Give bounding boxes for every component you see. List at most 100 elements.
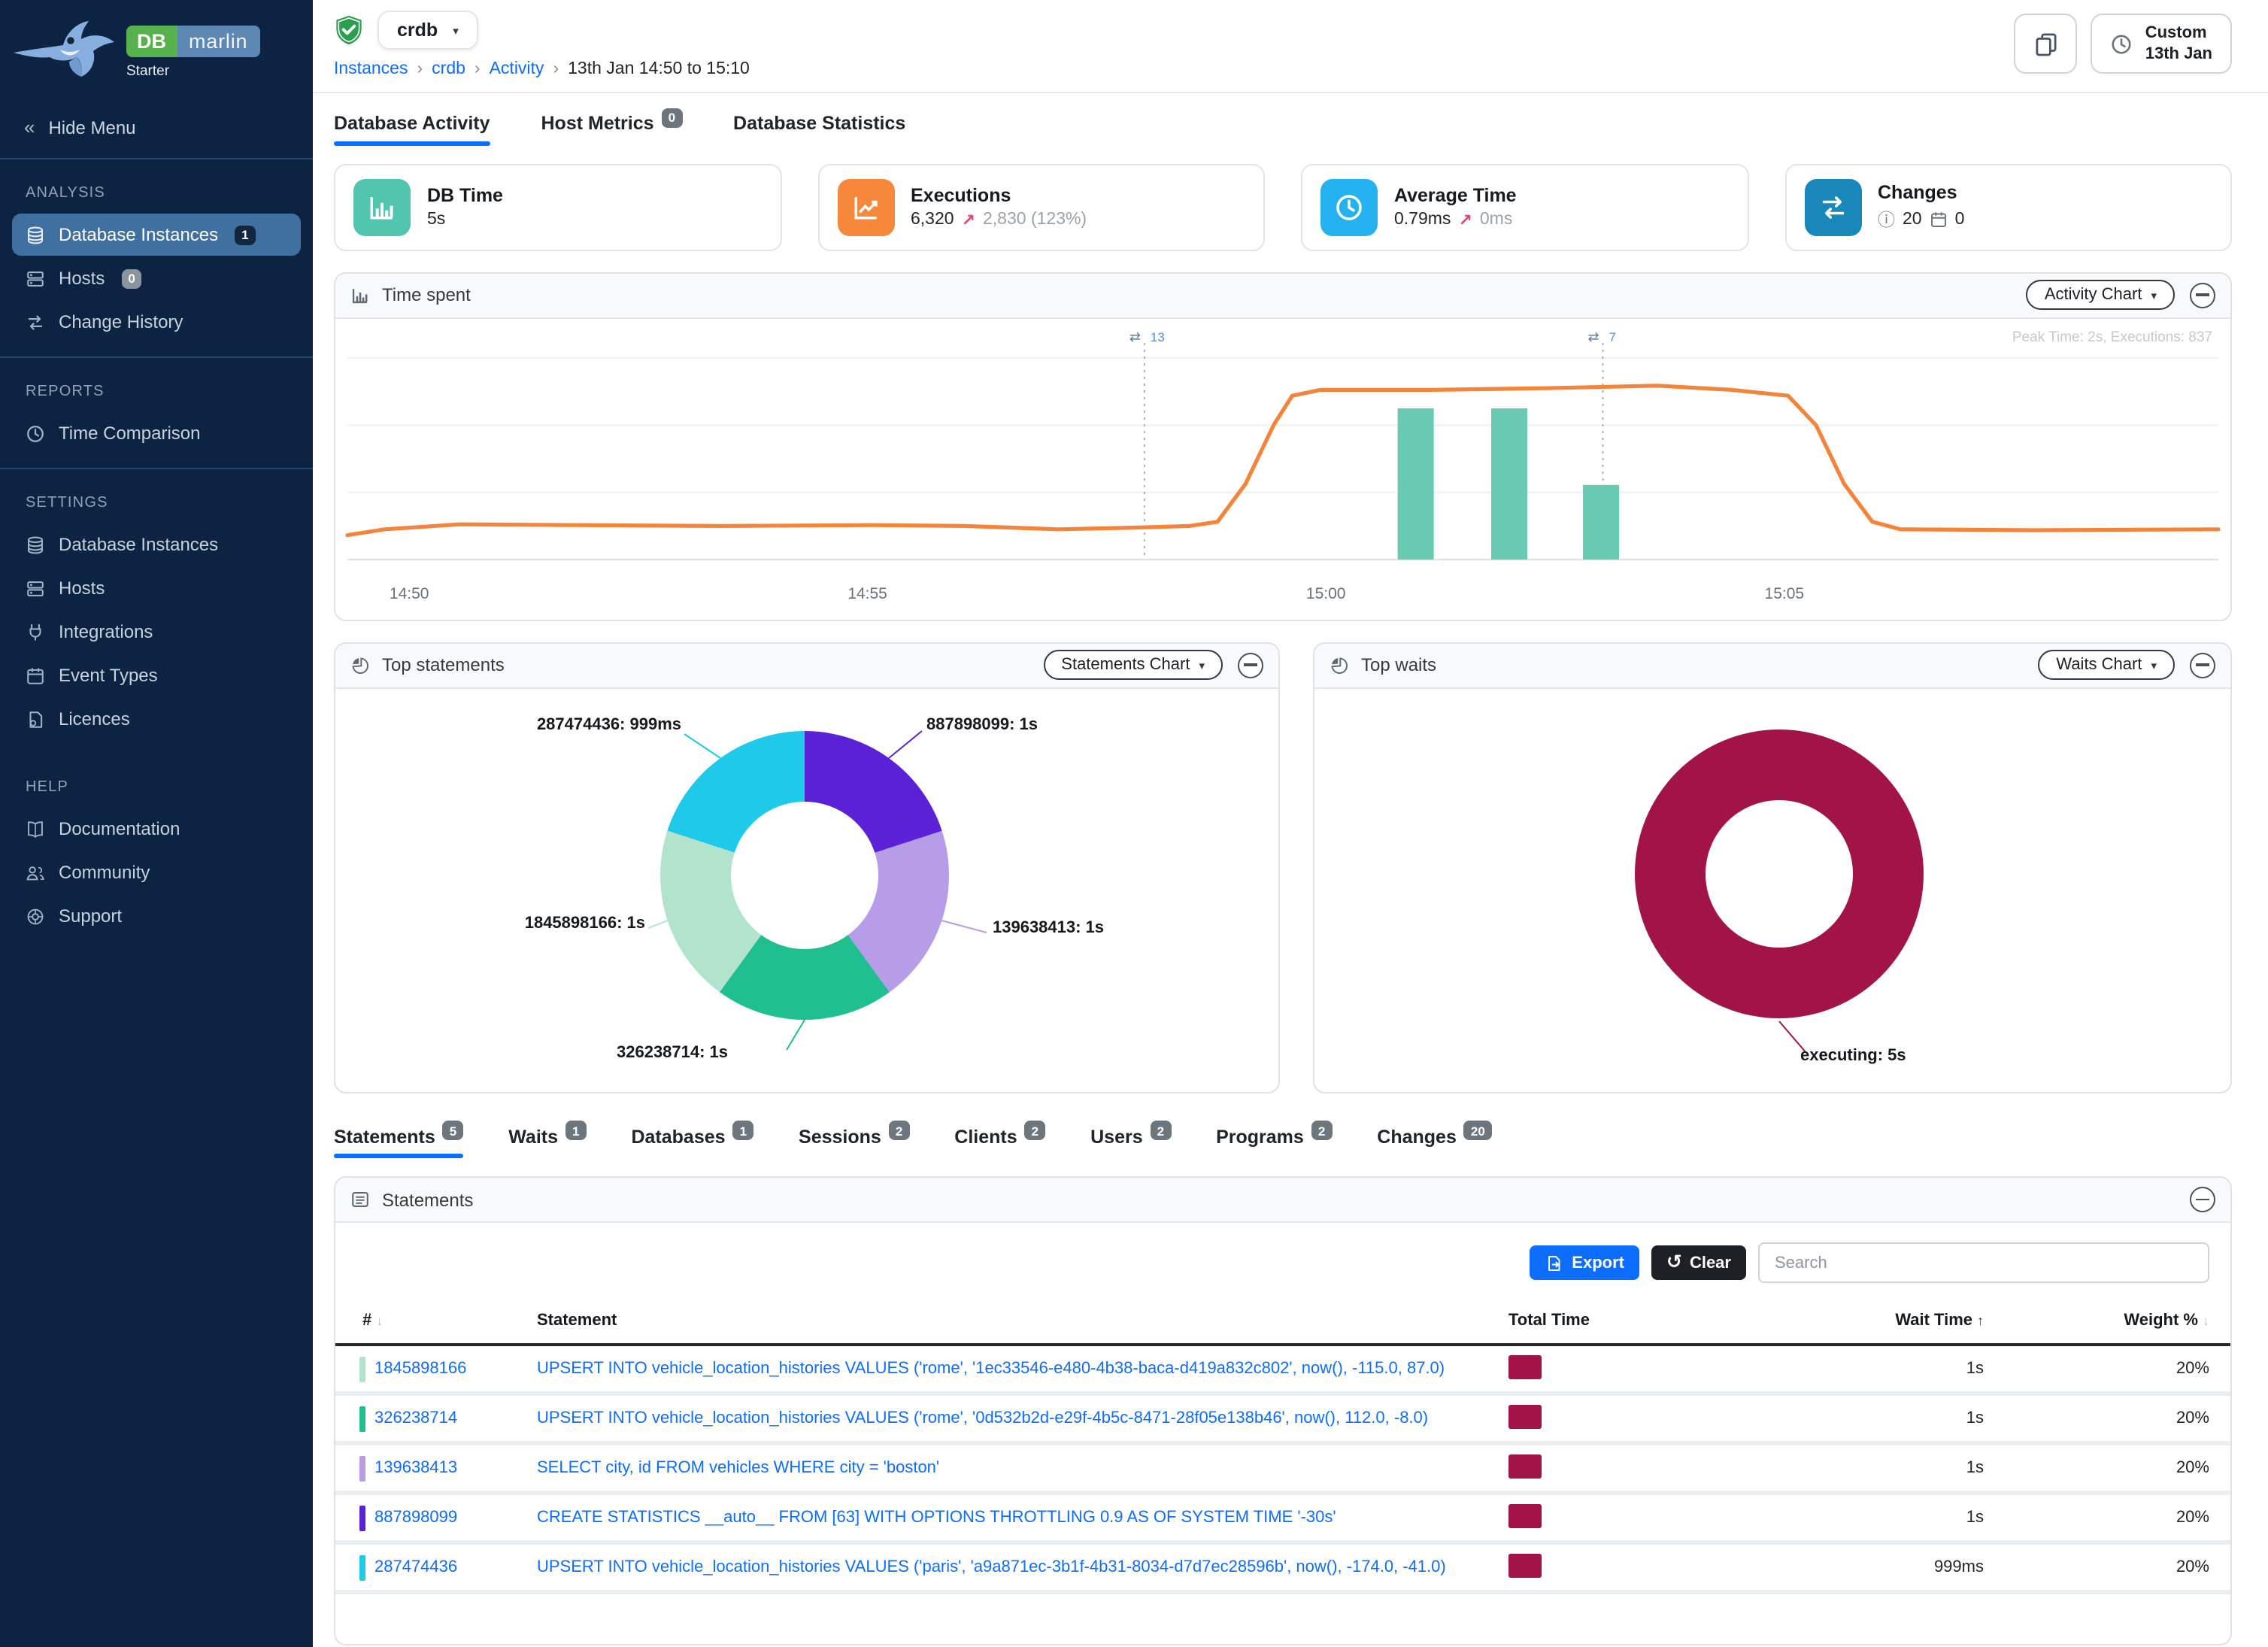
tab-clients[interactable]: Clients 2 (954, 1121, 1046, 1158)
collapse-panel-button[interactable] (1238, 652, 1263, 678)
sidebar-item-community[interactable]: Community (12, 851, 301, 893)
instance-selector[interactable]: crdb ▾ (377, 11, 478, 50)
export-icon (1548, 1255, 1560, 1270)
tab-label: Changes (1377, 1126, 1457, 1147)
table-row[interactable]: 887898099 CREATE STATISTICS __auto__ FRO… (335, 1495, 2230, 1545)
table-header-row: # ↓ Statement Total Time Wait Time ↑ Weigh… (335, 1298, 2230, 1346)
breadcrumb-link-activity[interactable]: Activity (489, 60, 544, 78)
statement-sql-link[interactable]: SELECT city, id FROM vehicles WHERE city… (537, 1459, 940, 1477)
divider (0, 158, 313, 159)
sidebar-item-label: Support (59, 905, 123, 927)
result-tabs: Statements 5 Waits 1 Databases 1 Sessions 2 … (334, 1121, 2232, 1158)
statement-sql-link[interactable]: CREATE STATISTICS __auto__ FROM [63] WIT… (537, 1509, 1336, 1527)
column-header-weight[interactable]: Weight % ↓ (2124, 1312, 2209, 1330)
sidebar-item-time-comparison[interactable]: Time Comparison (12, 412, 301, 454)
tab-changes[interactable]: Changes 20 (1377, 1121, 1492, 1158)
tab-sessions[interactable]: Sessions 2 (799, 1121, 910, 1158)
tab-database-activity[interactable]: Database Activity (334, 113, 490, 145)
sidebar-section-analysis: ANALYSIS (26, 185, 105, 202)
statement-sql-link[interactable]: UPSERT INTO vehicle_location_histories V… (537, 1360, 1445, 1378)
table-row[interactable]: 139638413 SELECT city, id FROM vehicles … (335, 1445, 2230, 1495)
sidebar-item-integrations[interactable]: Integrations (12, 611, 301, 653)
sidebar-item-database-instances[interactable]: Database Instances 1 (12, 214, 301, 256)
changes-event-count: 0 (1954, 211, 1965, 229)
sidebar-item-documentation[interactable]: Documentation (12, 808, 301, 850)
trend-chart-icon (837, 178, 894, 235)
instance-name: crdb (397, 20, 438, 41)
tab-programs[interactable]: Programs 2 (1216, 1121, 1333, 1158)
tab-count-badge: 0 (661, 108, 683, 127)
app-logo[interactable]: DB marlin Starter (0, 0, 313, 93)
svg-text:7: 7 (1609, 329, 1615, 344)
hide-menu-button[interactable]: « Hide Menu (0, 93, 313, 158)
tab-database-statistics[interactable]: Database Statistics (733, 113, 905, 145)
plug-icon (26, 622, 45, 642)
statement-sql-link[interactable]: UPSERT INTO vehicle_location_histories V… (537, 1409, 1429, 1427)
time-spent-chart[interactable]: ⇄ 13 ⇄ 7 14:50 14:55 15:00 15:05 (335, 318, 2230, 619)
chart-selector-label: Statements Chart (1061, 656, 1190, 674)
clear-button[interactable]: ↺ Clear (1651, 1245, 1746, 1281)
table-row[interactable]: 287474436 UPSERT INTO vehicle_location_h… (335, 1545, 2230, 1594)
waits-donut-chart[interactable] (1635, 729, 1924, 1018)
collapse-panel-button[interactable] (2190, 652, 2215, 678)
export-label: Export (1572, 1254, 1624, 1272)
total-time-bar (1508, 1454, 1542, 1478)
activity-chart-selector[interactable]: Activity Chart ▾ (2026, 280, 2175, 310)
sidebar-item-change-history[interactable]: Change History (12, 301, 301, 343)
breadcrumb-link-instances[interactable]: Instances (334, 60, 408, 78)
donut-hole (731, 801, 878, 948)
column-header-wait-time[interactable]: Wait Time ↑ (1895, 1312, 1984, 1330)
table-row[interactable]: 1845898166 UPSERT INTO vehicle_location_… (335, 1346, 2230, 1396)
search-input[interactable] (1758, 1242, 2209, 1283)
statement-id-link[interactable]: 139638413 (374, 1459, 458, 1477)
sidebar-item-hosts[interactable]: Hosts 0 (12, 257, 301, 299)
statement-id-link[interactable]: 887898099 (374, 1509, 458, 1527)
sidebar-item-licences[interactable]: Licences (12, 698, 301, 740)
up-arrow-icon: ↗ (1458, 211, 1472, 229)
breadcrumb-current-range: 13th Jan 14:50 to 15:10 (568, 60, 750, 78)
export-button[interactable]: Export (1530, 1245, 1639, 1280)
average-time-value: 0.79ms (1394, 211, 1451, 229)
time-spent-panel: Time spent Activity Chart ▾ Peak Time: 2… (334, 271, 2232, 620)
tab-databases[interactable]: Databases 1 (631, 1121, 754, 1158)
column-header-statement[interactable]: Statement (537, 1312, 617, 1330)
breadcrumb-link-crdb[interactable]: crdb (432, 60, 465, 78)
time-range-date: 13th Jan (2145, 45, 2212, 63)
tab-host-metrics[interactable]: Host Metrics 0 (541, 108, 683, 145)
brand-db: DB (126, 26, 177, 57)
sidebar-item-settings-database-instances[interactable]: Database Instances (12, 523, 301, 566)
svg-text:13: 13 (1151, 329, 1165, 344)
waits-chart-selector[interactable]: Waits Chart ▾ (2038, 650, 2175, 680)
time-range-button[interactable]: Custom 13th Jan (2091, 14, 2232, 74)
statement-sql-link[interactable]: UPSERT INTO vehicle_location_histories V… (537, 1558, 1446, 1576)
statement-id-link[interactable]: 1845898166 (374, 1360, 467, 1378)
donut-slice-label: 326238714: 1s (617, 1043, 729, 1061)
double-chevron-left-icon: « (24, 116, 35, 138)
column-header-num[interactable]: # ↓ (362, 1312, 384, 1330)
panel-title: Time spent (382, 284, 471, 305)
weight-value: 20% (2176, 1409, 2209, 1427)
column-header-total-time[interactable]: Total Time (1508, 1312, 1590, 1330)
wait-time-value: 1s (1966, 1409, 1984, 1427)
sidebar-item-settings-hosts[interactable]: Hosts (12, 567, 301, 609)
sidebar-item-support[interactable]: Support (12, 895, 301, 937)
sidebar-item-label: Database Instances (59, 534, 219, 555)
statements-chart-selector[interactable]: Statements Chart ▾ (1043, 650, 1223, 680)
tab-statements[interactable]: Statements 5 (334, 1121, 464, 1158)
wait-time-value: 1s (1966, 1509, 1984, 1527)
activity-chart[interactable]: Peak Time: 2s, Executions: 837 ⇄ 13 ⇄ 7 14:5… (335, 318, 2230, 619)
sidebar-item-event-types[interactable]: Event Types (12, 654, 301, 696)
collapse-panel-button[interactable] (2190, 1187, 2215, 1212)
tab-waits[interactable]: Waits 1 (508, 1121, 587, 1158)
statement-id-link[interactable]: 326238714 (374, 1409, 458, 1427)
tab-count-badge: 1 (565, 1121, 587, 1140)
copy-link-button[interactable] (2014, 14, 2078, 74)
collapse-panel-button[interactable] (2190, 282, 2215, 308)
sidebar-item-label: Change History (59, 311, 183, 332)
table-row[interactable]: 326238714 UPSERT INTO vehicle_location_h… (335, 1396, 2230, 1445)
statements-donut-chart[interactable] (660, 730, 949, 1019)
statement-id-link[interactable]: 287474436 (374, 1558, 458, 1576)
tab-users[interactable]: Users 2 (1090, 1121, 1172, 1158)
breadcrumb-separator: › (553, 60, 559, 78)
bar-chart-icon (353, 178, 411, 235)
